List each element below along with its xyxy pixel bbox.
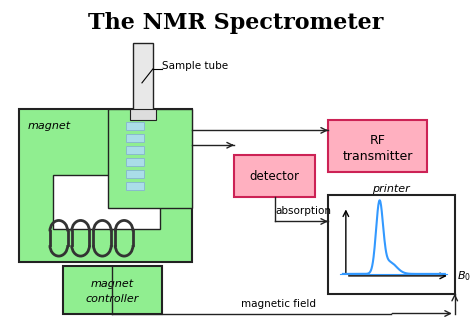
Bar bbox=[19, 109, 192, 262]
Text: RF: RF bbox=[370, 134, 385, 147]
Text: magnetic field: magnetic field bbox=[241, 298, 316, 309]
Bar bbox=[234, 155, 315, 197]
Bar bbox=[133, 43, 153, 113]
Text: detector: detector bbox=[250, 171, 300, 183]
Text: controller: controller bbox=[86, 294, 139, 304]
Bar bbox=[130, 109, 156, 121]
Text: magnet: magnet bbox=[91, 279, 134, 289]
Bar bbox=[108, 109, 192, 208]
Text: The NMR Spectrometer: The NMR Spectrometer bbox=[88, 12, 383, 35]
Text: $B_0$: $B_0$ bbox=[457, 269, 471, 283]
Bar bbox=[126, 146, 144, 154]
Bar bbox=[328, 195, 455, 294]
Text: printer: printer bbox=[373, 184, 410, 194]
Bar bbox=[126, 158, 144, 166]
Text: Sample tube: Sample tube bbox=[162, 61, 228, 71]
Bar bbox=[126, 170, 144, 178]
Text: transmitter: transmitter bbox=[342, 150, 413, 162]
Text: magnet: magnet bbox=[27, 121, 70, 131]
Text: absorption: absorption bbox=[275, 206, 331, 216]
Bar bbox=[126, 123, 144, 130]
Bar bbox=[126, 182, 144, 190]
Bar bbox=[53, 175, 160, 229]
Bar bbox=[328, 121, 427, 172]
Bar bbox=[63, 266, 162, 314]
Bar bbox=[126, 134, 144, 142]
